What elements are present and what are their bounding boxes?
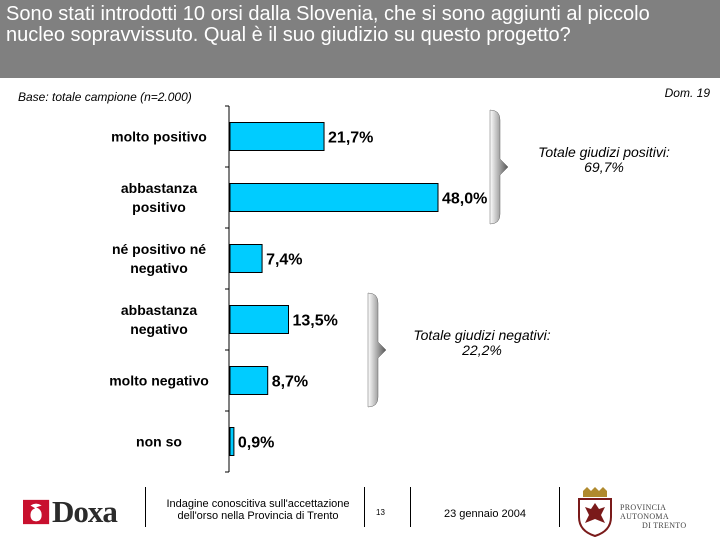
value-label: 7,4% [266, 252, 302, 269]
category-label-line: molto positivo [111, 129, 207, 145]
annotation-bracket [489, 109, 509, 225]
doxa-logo-text: Doxa [52, 494, 118, 529]
annotation-bracket [367, 292, 387, 408]
category-label-line: non so [136, 434, 182, 450]
province-line-1: PROVINCIA AUTONOMA [620, 503, 669, 521]
category-label: abbastanza negativo [121, 302, 197, 337]
slide-title: Sono stati introdotti 10 orsi dalla Slov… [6, 3, 650, 46]
category-label: molto positivo [111, 129, 207, 145]
category-label-line: negativo [130, 321, 188, 337]
category-label-line: molto negativo [109, 373, 209, 389]
category-label-line: positivo [132, 199, 186, 215]
annotations-layer: Totale giudizi positivi:69,7% Totale giud… [367, 109, 670, 408]
category-label: molto negativo [109, 373, 209, 389]
category-label: abbastanza positivo [121, 180, 197, 215]
value-label: 0,9% [238, 435, 274, 452]
annotation-label: Totale giudizi positivi: [538, 144, 670, 160]
value-label: 48,0% [442, 191, 487, 208]
study-line-1: Indagine conoscitiva sull'accettazione [166, 498, 350, 510]
value-label: 21,7% [328, 130, 373, 147]
province-crest-icon [578, 487, 612, 537]
annotation-value: 22,2% [461, 342, 502, 358]
category-label: non so [136, 434, 182, 450]
bars-layer: 21,7% molto positivo 48,0% abbastanza positi… [109, 105, 487, 473]
province-line-2: DI TRENTO [642, 521, 687, 530]
bar [229, 366, 269, 395]
study-line-2: dell'orso nella Provincia di Trento [177, 510, 339, 522]
province-name: PROVINCIA AUTONOMA DI TRENTO [620, 503, 716, 530]
annotation-value: 69,7% [584, 159, 624, 175]
category-label-line: negativo [130, 260, 188, 276]
bar [229, 122, 325, 151]
bar-chart: 21,7% molto positivo 48,0% abbastanza positi… [109, 105, 670, 473]
slide-header: Sono stati introdotti 10 orsi dalla Slov… [0, 0, 720, 78]
value-label: 8,7% [272, 374, 308, 391]
bar [229, 244, 263, 273]
footer-date-box [410, 487, 560, 527]
footer-date: 23 gennaio 2004 [444, 508, 526, 520]
question-number: Dom. 19 [664, 86, 710, 100]
category-label: né positivo né negativo [112, 241, 206, 276]
category-label-line: abbastanza [121, 180, 197, 196]
bar [229, 183, 439, 212]
footer-study-title: Indagine conoscitiva sull'accettazione d… [153, 498, 363, 522]
value-label: 13,5% [293, 313, 338, 330]
footer-study-box [145, 487, 365, 527]
base-note: Base: totale campione (n=2.000) [18, 90, 192, 104]
doxa-logo-icon [23, 499, 50, 525]
page-number: 13 [376, 508, 385, 517]
annotation-label: Totale giudizi negativi: [413, 327, 550, 343]
category-label-line: né positivo né [112, 241, 206, 257]
bar [229, 427, 235, 456]
bar [229, 305, 289, 334]
category-label-line: abbastanza [121, 302, 197, 318]
